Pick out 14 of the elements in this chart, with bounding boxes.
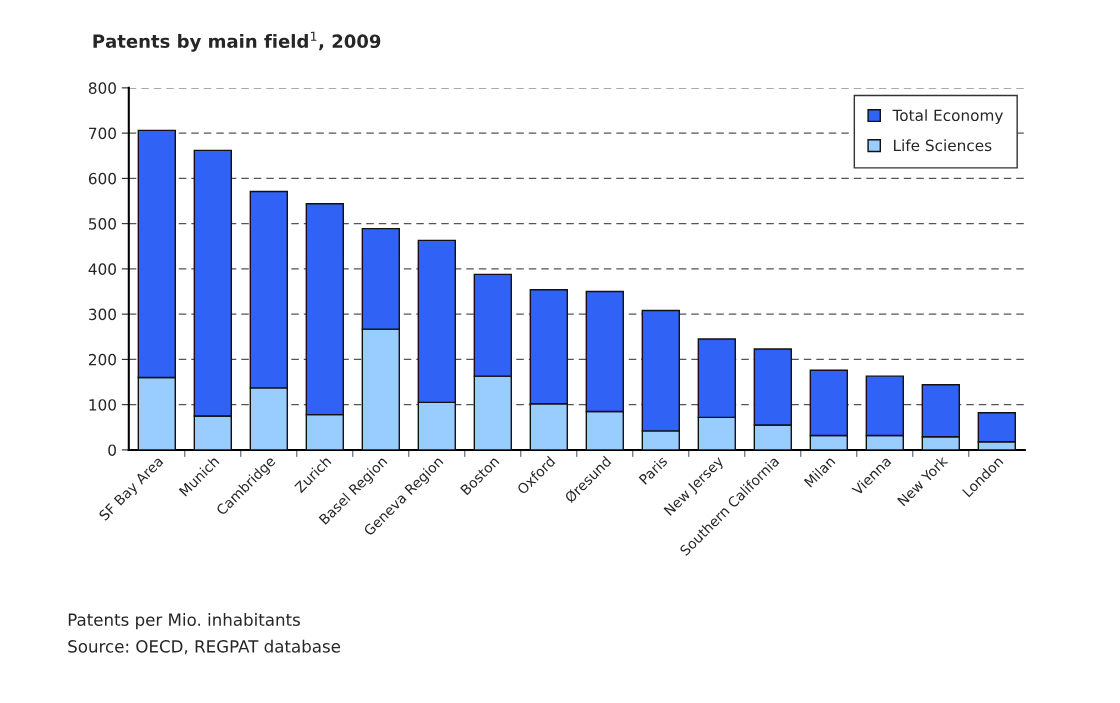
legend-label: Total Economy [892, 109, 1003, 125]
y-tick-label: 500 [89, 218, 116, 230]
text: Patents per Mio. inhabitants [68, 613, 300, 630]
y-tick-label: 0 [108, 444, 116, 456]
y-tick-label: 600 [88, 172, 116, 185]
y-tick-label: 800 [88, 82, 116, 94]
y-tick-label: 100 [89, 399, 116, 411]
y-tick-label: 700 [89, 127, 116, 140]
source-note: Source: OECD, REGPAT database [68, 639, 341, 655]
y-tick-label: 400 [88, 263, 116, 275]
y-tick-label: 200 [88, 353, 116, 366]
y-tick-label: 300 [89, 308, 116, 321]
chart-title: Patents by main field$^{1}$, 2009 [93, 31, 381, 52]
legend-label: Life Sciences [894, 139, 992, 152]
